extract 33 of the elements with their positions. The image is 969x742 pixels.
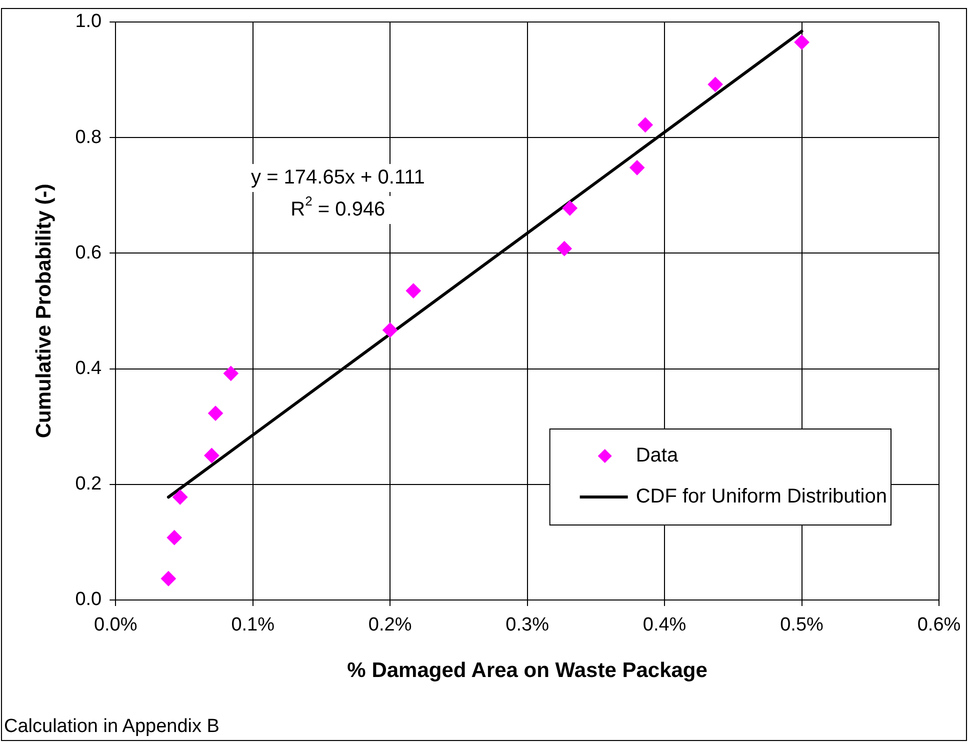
- x-axis-title: % Damaged Area on Waste Package: [347, 659, 708, 682]
- text: Calculation in Appendix B: [4, 716, 220, 738]
- x-tick-label: 0.1%: [231, 614, 275, 636]
- point: [794, 34, 810, 50]
- point: [172, 490, 188, 505]
- point: [204, 448, 220, 463]
- point: [556, 241, 572, 256]
- x-tick-label: 0.6%: [917, 614, 961, 636]
- legend-label: Data: [636, 444, 679, 467]
- point: [630, 160, 645, 176]
- point: [562, 200, 578, 216]
- y-tick-label: 0.6: [75, 242, 102, 264]
- y-tick-label: 1.0: [75, 11, 102, 32]
- y-tick-label: 0.8: [75, 126, 102, 148]
- point: [382, 322, 398, 338]
- point: [708, 76, 723, 92]
- y-tick-label: 0.4: [75, 358, 102, 380]
- x-tick-label: 0.3%: [506, 614, 550, 636]
- point: [638, 117, 653, 132]
- legend-label: CDF for Uniform Distribution: [636, 486, 888, 508]
- y-tick-label: 0.2: [75, 474, 102, 495]
- x-tick-label: 0.4%: [642, 614, 686, 636]
- x-tick-label: 0.5%: [780, 614, 824, 636]
- y-axis-title: Cumulative Probability (-): [32, 184, 56, 438]
- point: [166, 530, 182, 546]
- point: [406, 283, 421, 298]
- point: [223, 366, 238, 381]
- point: [208, 406, 224, 421]
- point: [160, 571, 176, 586]
- y-tick-label: 0.0: [75, 589, 102, 610]
- x-tick-label: 0.0%: [94, 614, 138, 636]
- annotation: y = 174.65x + 0.111: [251, 166, 425, 189]
- x-tick-label: 0.2%: [368, 614, 412, 636]
